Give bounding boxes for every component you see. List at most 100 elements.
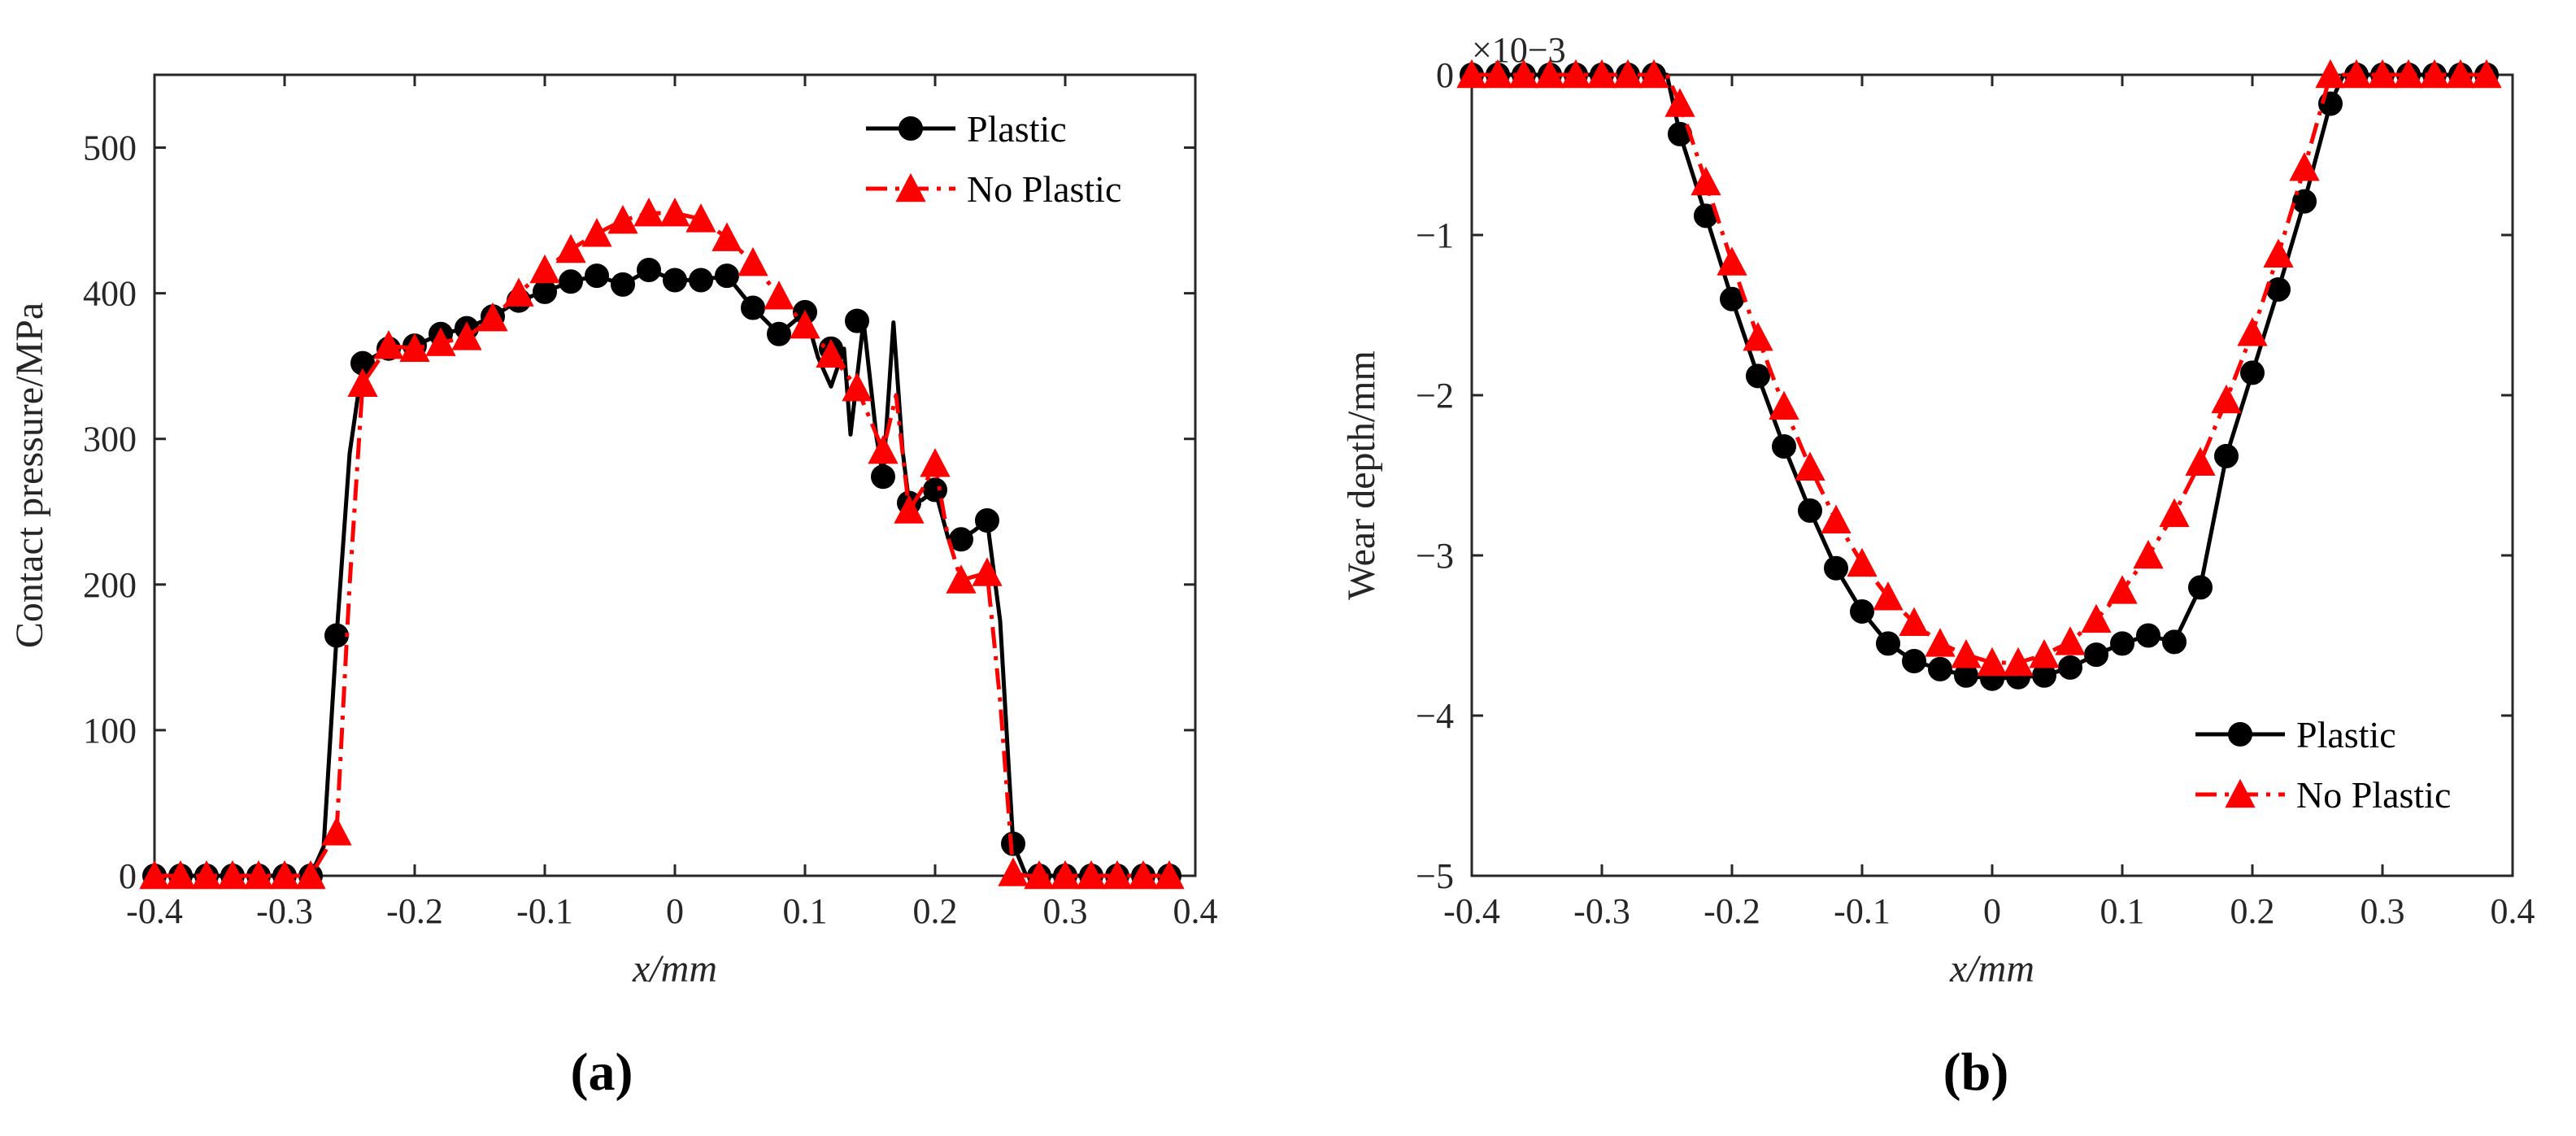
data-point-marker xyxy=(1154,860,1185,890)
data-point-marker xyxy=(920,448,951,477)
data-point-marker xyxy=(425,327,456,356)
data-point-marker xyxy=(477,302,508,332)
data-point-marker xyxy=(324,623,349,648)
x-axis-label: x/mm xyxy=(632,947,717,990)
data-point-marker xyxy=(975,508,999,533)
data-point-marker xyxy=(1743,321,1773,351)
x-tick-label: -0.3 xyxy=(256,891,313,931)
data-point-marker xyxy=(1902,649,1926,674)
data-point-marker xyxy=(1534,59,1565,89)
data-point-marker xyxy=(1482,59,1513,89)
data-point-marker xyxy=(1560,59,1591,89)
data-point-marker xyxy=(399,333,430,362)
data-point-marker xyxy=(2185,446,2216,477)
data-point-marker xyxy=(2315,59,2346,89)
data-point-marker xyxy=(321,816,352,846)
data-point-marker xyxy=(2162,629,2187,655)
data-point-marker xyxy=(1102,860,1133,890)
data-point-marker xyxy=(2058,655,2082,680)
x-tick-label: 0.1 xyxy=(2100,891,2145,931)
data-point-marker xyxy=(2107,575,2138,604)
chart-panel-b: -0.4 -0.3 -0.2 -0.1 0 0.1 0.2 0.3 0.4 −5 −4 −3 −2 −1 0… xyxy=(1340,30,2535,1102)
y-tick-label: 0 xyxy=(119,856,137,896)
data-point-marker xyxy=(715,263,739,289)
legend-label: Plastic xyxy=(967,108,1067,150)
x-tick-label: 0.2 xyxy=(2230,891,2275,931)
legend-marker xyxy=(2228,722,2252,746)
data-point-marker xyxy=(1664,88,1695,117)
data-point-marker xyxy=(2188,575,2213,600)
x-tick-label: 0.4 xyxy=(1173,891,1218,931)
data-point-marker xyxy=(868,434,899,464)
x-tick-label: -0.4 xyxy=(1443,891,1500,931)
data-point-marker xyxy=(2211,384,2242,414)
data-point-marker xyxy=(685,203,716,233)
data-point-marker xyxy=(217,860,248,890)
data-point-marker xyxy=(1899,607,1930,637)
x-tick-label: 0.1 xyxy=(783,891,828,931)
x-tick-label: -0.2 xyxy=(1704,891,1760,931)
data-point-marker xyxy=(1128,860,1159,890)
x-tick-label: -0.2 xyxy=(386,891,443,931)
data-point-marker xyxy=(191,860,222,890)
data-point-marker xyxy=(2029,638,2060,668)
data-point-marker xyxy=(2003,646,2034,677)
data-point-marker xyxy=(611,272,635,297)
data-point-marker xyxy=(529,254,560,284)
data-point-marker xyxy=(1928,656,1952,681)
data-point-marker xyxy=(659,197,690,227)
data-point-marker xyxy=(451,321,482,350)
data-point-marker xyxy=(295,860,326,890)
y-axis-label: Contact pressure/MPa xyxy=(8,302,51,648)
legend-label: No Plastic xyxy=(2296,774,2451,816)
data-point-marker xyxy=(373,329,404,359)
y-tick-label: −5 xyxy=(1416,856,1454,896)
data-point-marker xyxy=(2341,59,2372,89)
x-tick-label: 0.3 xyxy=(1043,891,1088,931)
data-point-marker xyxy=(1612,59,1643,89)
data-point-marker xyxy=(165,860,196,890)
data-point-marker xyxy=(998,857,1029,886)
legend-marker xyxy=(895,172,926,202)
data-point-marker xyxy=(2237,317,2268,346)
data-point-marker xyxy=(1001,831,1025,856)
legend-marker xyxy=(2225,778,2256,808)
data-point-marker xyxy=(2471,59,2502,89)
data-point-marker xyxy=(2367,59,2398,89)
data-point-marker xyxy=(946,564,977,594)
data-point-marker xyxy=(1508,59,1539,89)
data-point-marker xyxy=(2263,238,2294,268)
data-point-marker xyxy=(1795,451,1825,481)
x-tick-label: -0.4 xyxy=(126,891,183,931)
data-point-marker xyxy=(139,860,170,890)
data-point-marker xyxy=(269,860,300,890)
data-point-marker xyxy=(842,372,872,402)
data-point-marker xyxy=(503,277,534,307)
legend-marker xyxy=(899,116,923,141)
legend-label: Plastic xyxy=(2296,714,2396,755)
data-point-marker xyxy=(2159,498,2190,528)
data-point-marker xyxy=(1951,638,1982,668)
data-point-marker xyxy=(2419,59,2450,89)
data-point-marker xyxy=(2214,443,2239,468)
data-point-marker xyxy=(2393,59,2424,89)
y-tick-label: 100 xyxy=(83,711,137,751)
data-point-marker xyxy=(585,263,609,289)
data-point-marker xyxy=(1824,555,1848,581)
data-point-marker xyxy=(1717,246,1747,276)
data-point-marker xyxy=(559,269,583,294)
legend-label: No Plastic xyxy=(967,168,1121,210)
panel-label: (a) xyxy=(571,1042,633,1102)
data-point-marker xyxy=(1772,434,1796,459)
data-point-marker xyxy=(347,368,378,397)
y-tick-label: −4 xyxy=(1416,696,1454,736)
data-point-marker xyxy=(1873,581,1904,611)
data-point-marker xyxy=(923,477,947,503)
chart-panel-a: -0.4 -0.3 -0.2 -0.1 0 0.1 0.2 0.3 0.4 0 100 200 300 4… xyxy=(8,73,1218,1102)
data-point-marker xyxy=(2084,642,2108,668)
y-tick-label: −2 xyxy=(1416,376,1454,416)
y-tick-label: 200 xyxy=(83,565,137,605)
data-point-marker xyxy=(2110,631,2134,656)
y-tick-label: 0 xyxy=(1436,55,1454,95)
panel-label: (b) xyxy=(1943,1042,2009,1102)
